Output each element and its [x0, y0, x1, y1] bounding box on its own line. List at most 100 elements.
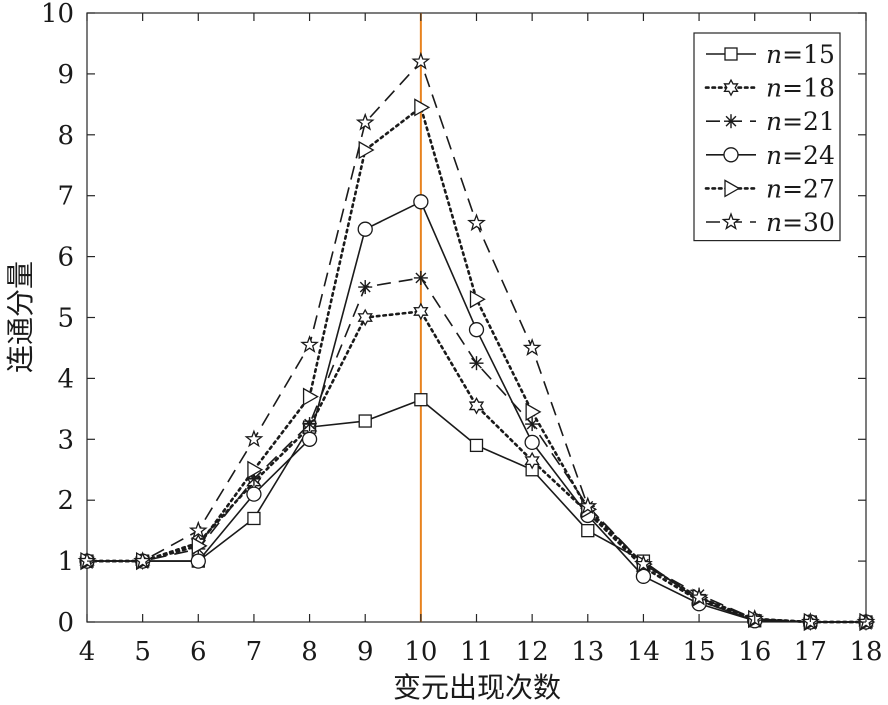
asterisk-stroke — [471, 357, 482, 369]
data-point — [302, 417, 317, 432]
asterisk-stroke — [359, 281, 371, 293]
legend-box — [693, 32, 841, 242]
legend-marker — [724, 47, 738, 61]
data-point — [414, 393, 428, 407]
data-point — [414, 98, 431, 117]
legend-label-suffix: =15 — [782, 40, 835, 69]
y-tick-label: 3 — [57, 425, 74, 455]
legend-label-suffix: =24 — [782, 141, 835, 170]
data-point — [247, 511, 261, 526]
data-point — [469, 438, 484, 453]
y-axis-title: 连通分量 — [4, 261, 37, 373]
x-tick-label: 13 — [571, 637, 604, 667]
legend-marker — [724, 114, 738, 129]
data-point — [468, 396, 485, 415]
data-point — [689, 587, 709, 606]
data-point — [581, 524, 595, 538]
data-point — [244, 429, 264, 448]
data-point — [413, 270, 428, 285]
y-tick-label: 7 — [57, 182, 74, 212]
legend-label: n=15 — [766, 40, 835, 69]
data-point — [413, 194, 429, 210]
data-point — [358, 280, 373, 295]
data-point — [191, 536, 208, 555]
x-tick-label: 18 — [849, 637, 882, 667]
legend-label: n=21 — [766, 107, 835, 136]
data-point — [133, 551, 153, 570]
x-tick-label: 11 — [460, 637, 493, 667]
data-point — [467, 213, 486, 232]
data-point — [301, 431, 318, 447]
data-point — [413, 302, 429, 321]
data-point — [190, 553, 206, 569]
y-tick-label: 1 — [57, 547, 74, 577]
legend: n=15n=18n=21n=24n=27n=30 — [693, 32, 841, 242]
y-tick-label: 5 — [57, 304, 74, 334]
legend-marker — [723, 147, 739, 163]
x-tick-label: 10 — [404, 637, 437, 667]
data-point — [300, 335, 319, 353]
x-tick-label: 6 — [190, 637, 207, 667]
y-tick-label: 0 — [57, 608, 74, 638]
data-point — [524, 451, 540, 470]
data-point — [355, 112, 375, 131]
data-point — [522, 338, 542, 356]
legend-entry: n=15 — [706, 40, 835, 69]
data-point — [358, 414, 372, 428]
data-point — [246, 486, 262, 502]
legend-entry: n=27 — [704, 174, 835, 203]
y-tick-label: 10 — [41, 0, 74, 29]
series-line-n=15 — [87, 398, 866, 623]
asterisk-stroke — [725, 115, 737, 127]
legend-marker — [723, 78, 739, 97]
x-tick-label: 5 — [134, 637, 151, 667]
data-point — [411, 51, 431, 70]
x-tick-label: 15 — [683, 637, 716, 667]
data-point — [77, 551, 97, 570]
data-point — [247, 460, 264, 479]
legend-label-prefix: n — [766, 107, 782, 136]
legend-label-suffix: =30 — [782, 208, 835, 237]
x-axis-title: 变元出现次数 — [393, 671, 561, 704]
y-tick-label: 4 — [57, 364, 74, 394]
legend-label-prefix: n — [766, 141, 782, 170]
x-tick-label: 7 — [246, 637, 263, 667]
legend-label-prefix: n — [766, 208, 782, 237]
y-tick-label: 8 — [57, 121, 74, 151]
series-markers-n=18 — [79, 302, 874, 631]
legend-label: n=27 — [766, 174, 835, 203]
y-tick-label: 9 — [57, 60, 74, 90]
asterisk-stroke — [415, 272, 427, 284]
asterisk-stroke — [526, 418, 538, 430]
data-point — [524, 434, 540, 450]
data-point — [525, 417, 540, 432]
legend-label-suffix: =21 — [782, 107, 835, 136]
data-point — [634, 554, 653, 573]
data-point — [469, 356, 484, 371]
data-point — [578, 496, 598, 515]
data-point — [469, 290, 486, 309]
data-point — [468, 322, 485, 338]
legend-label-prefix: n — [766, 40, 782, 69]
data-point — [525, 402, 542, 422]
series-markers-n=30 — [77, 51, 876, 631]
asterisk-stroke — [304, 418, 316, 430]
legend-label-prefix: n — [766, 74, 782, 103]
data-point — [358, 140, 375, 160]
x-tick-label: 12 — [516, 637, 549, 667]
data-point — [188, 520, 208, 539]
x-tick-label: 8 — [301, 637, 318, 667]
y-tick-label: 6 — [57, 243, 74, 273]
x-tick-label: 16 — [738, 637, 771, 667]
legend-label-suffix: =27 — [782, 174, 835, 203]
asterisk-stroke — [248, 473, 260, 485]
series-markers-n=15 — [80, 393, 873, 629]
legend-marker — [724, 179, 741, 198]
x-tick-label: 9 — [357, 637, 374, 667]
x-tick-label: 17 — [794, 637, 827, 667]
legend-label-prefix: n — [766, 174, 782, 203]
x-tick-label: 4 — [79, 637, 96, 667]
x-tick-label: 14 — [627, 637, 660, 667]
data-point — [302, 387, 319, 406]
